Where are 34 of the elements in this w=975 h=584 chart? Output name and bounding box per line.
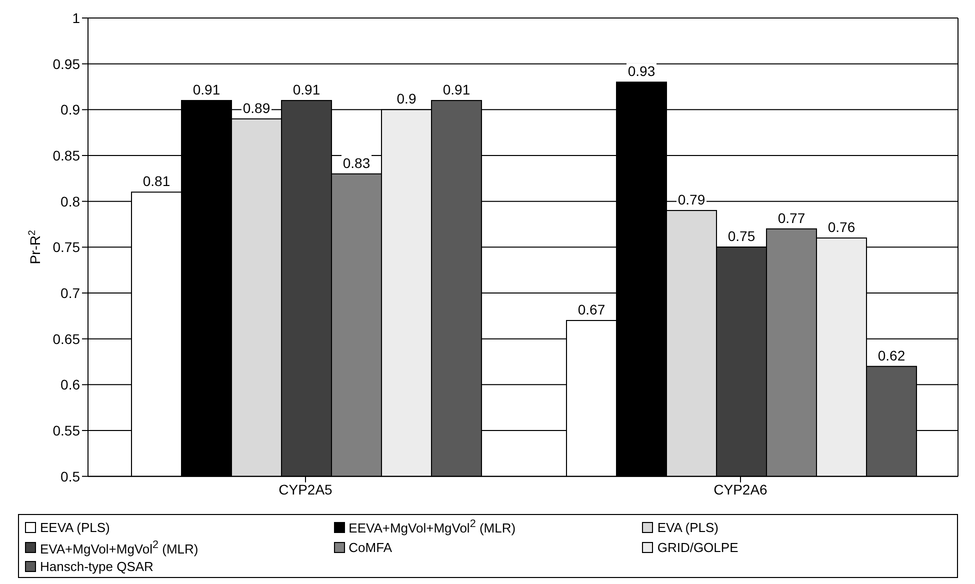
y-tick-label: 0.65 [52,330,80,347]
legend-label: GRID/GOLPE [657,540,738,555]
data-label: 0.93 [628,63,656,80]
data-label: 0.62 [878,347,906,364]
data-label: 0.9 [396,90,416,107]
data-label: 0.83 [342,154,370,171]
legend-label: EVA+MgVol+MgVol$^{2}$ (MLR) [40,538,198,556]
y-tick-label: 1 [72,10,80,26]
y-tick-label: 0.9 [60,102,80,118]
data-label: 0.91 [192,82,220,98]
y-tick-label: 0.6 [60,376,80,393]
data-label: 0.67 [578,302,606,318]
data-label: 0.75 [728,228,756,244]
legend-label: EEVA (PLS) [40,520,110,534]
y-tick-label: 0.8 [60,193,80,210]
legend-label: CoMFA [348,540,392,555]
y-tick-label: 0.75 [52,239,80,256]
data-label: 0.76 [828,219,856,236]
data-label: 0.91 [442,82,470,98]
data-label: 0.91 [292,82,320,98]
x-tick-label: CYP2A6 [714,481,768,498]
legend-label: Hansch-type QSAR [40,559,154,574]
data-label: 0.89 [242,100,270,116]
y-tick-label: 0.55 [52,422,80,438]
y-tick-label: 0.5 [60,468,80,484]
y-tick-label: 0.85 [52,147,80,164]
legend-label: EEVA+MgVol+MgVol$^{2}$ (MLR) [348,518,516,536]
data-label: 0.79 [678,192,706,208]
y-tick-label: 0.95 [52,56,80,72]
legend-label: EVA (PLS) [657,520,719,534]
y-tick-label: 0.7 [60,284,80,301]
data-label: 0.81 [142,173,170,190]
x-tick-label: CYP2A5 [278,481,333,498]
data-label: 0.77 [778,210,806,226]
